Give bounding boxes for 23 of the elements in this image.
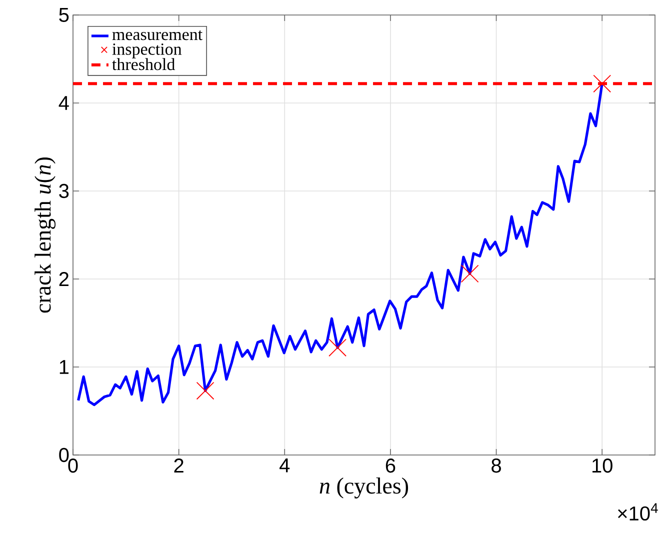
y-tick-label: 4 bbox=[58, 96, 69, 110]
legend-label: measurement bbox=[112, 30, 202, 40]
y-tick-label: 3 bbox=[59, 184, 69, 198]
point bbox=[328, 338, 346, 357]
point bbox=[196, 382, 214, 400]
point bbox=[593, 74, 612, 93]
x-tick-label: 10 bbox=[592, 458, 612, 473]
x-tick-label: 8 bbox=[492, 458, 501, 473]
point bbox=[460, 264, 479, 283]
y-tick-label: 0 bbox=[59, 448, 69, 462]
y-tick-label: 1 bbox=[60, 360, 68, 374]
x-tick-label: 6 bbox=[386, 458, 396, 473]
y-axis-title: crack length u(n) bbox=[34, 157, 56, 313]
legend-label: inspection bbox=[112, 43, 182, 58]
x-tick-label: 4 bbox=[280, 458, 290, 472]
x-axis-title: n (cycles) bbox=[320, 478, 408, 498]
x-tick-label: 2 bbox=[174, 458, 184, 472]
line-series bbox=[76, 82, 604, 406]
legend-label: threshold bbox=[112, 58, 176, 70]
y-tick-label: 2 bbox=[59, 272, 68, 286]
x-tick-label: 0 bbox=[68, 458, 78, 473]
text: ×10$^{4}$ bbox=[618, 503, 658, 521]
y-tick-label: 5 bbox=[59, 8, 69, 22]
